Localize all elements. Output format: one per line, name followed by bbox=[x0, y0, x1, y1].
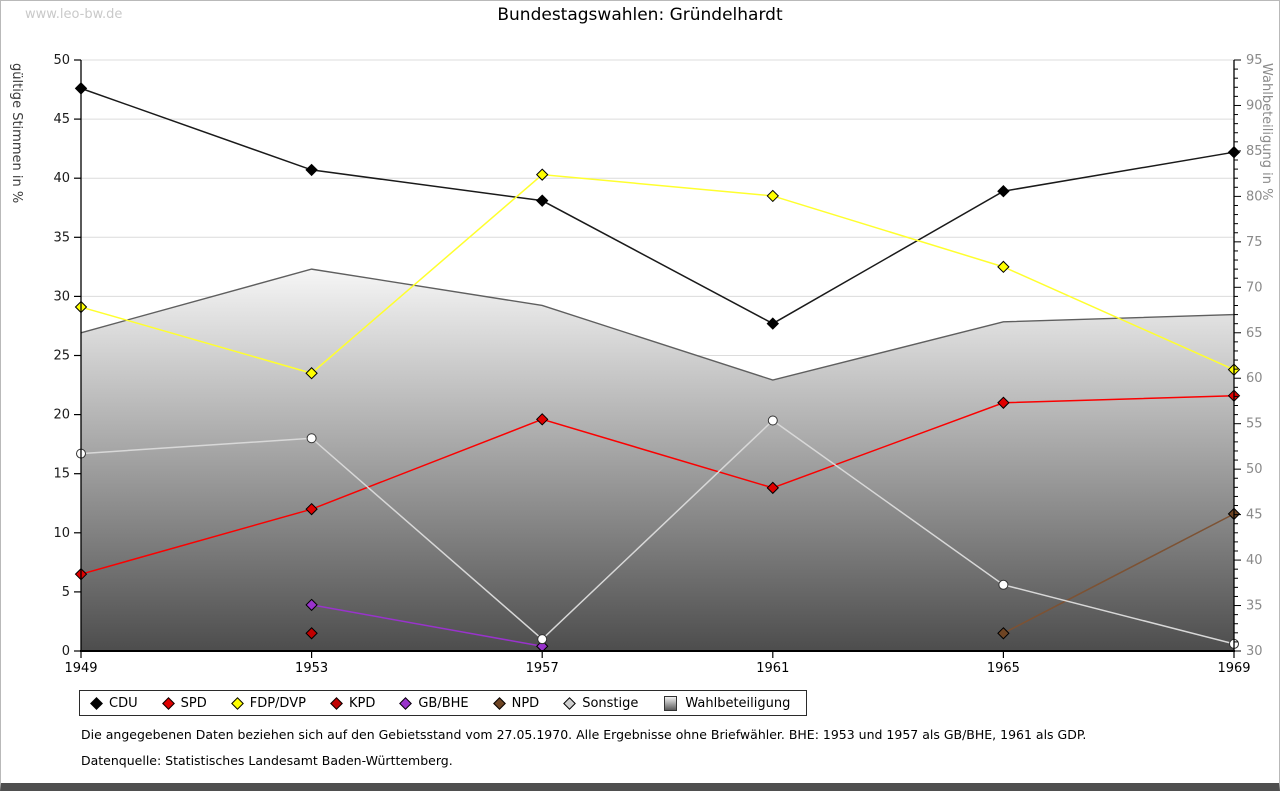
right-axis-tick-label: 55 bbox=[1246, 417, 1263, 432]
point-sonstige-1953 bbox=[306, 433, 317, 444]
wahlbeteiligung-area bbox=[81, 269, 1234, 651]
point-fdp-dvp-1953 bbox=[305, 367, 318, 380]
series-line-fdp-dvp bbox=[80, 173, 1235, 375]
legend-item-wahlbeteiligung: Wahlbeteiligung bbox=[664, 695, 791, 711]
left-axis-tick-label: 50 bbox=[53, 53, 70, 68]
page-title: Bundestagswahlen: Gründelhardt bbox=[497, 5, 783, 25]
right-axis-tick-label: 40 bbox=[1246, 553, 1263, 568]
x-axis-year-label: 1965 bbox=[987, 661, 1020, 676]
wahlbeteiligung-swatch-icon bbox=[664, 695, 678, 711]
legend-label: GB/BHE bbox=[418, 695, 469, 711]
left-axis-tick-label: 40 bbox=[53, 171, 70, 186]
right-axis-tick-label: 45 bbox=[1246, 508, 1263, 523]
legend-item-kpd: KPD bbox=[330, 695, 376, 711]
right-axis-tick-label: 95 bbox=[1246, 53, 1263, 68]
footnote-gebietsstand: Die angegebenen Daten beziehen sich auf … bbox=[81, 727, 1087, 742]
left-axis-tick-label: 35 bbox=[53, 230, 70, 245]
x-axis-year-label: 1953 bbox=[295, 661, 328, 676]
x-axis-year-label: 1961 bbox=[756, 661, 789, 676]
election-line-chart: 0 5 10 15 20 25 30 35 40 45 50 30 35 40 45 50 55 60 65 70 75… bbox=[9, 53, 1274, 676]
wahlbeteiligung-border bbox=[80, 268, 1235, 381]
point-sonstige-1957 bbox=[537, 634, 548, 645]
left-axis-tick-label: 30 bbox=[53, 289, 70, 304]
right-axis-tick-label: 90 bbox=[1246, 98, 1263, 113]
right-axis-tick-label: 70 bbox=[1246, 280, 1263, 295]
right-axis-title: Wahlbeteiligung in % bbox=[1259, 63, 1274, 200]
point-fdp-dvp-1965 bbox=[997, 260, 1010, 274]
left-axis-tick-label: 10 bbox=[53, 526, 70, 541]
point-gb-bhe-1953 bbox=[305, 598, 318, 612]
spd-marker-icon bbox=[161, 696, 175, 710]
fdp-dvp-marker-icon bbox=[230, 696, 244, 710]
legend-item-spd: SPD bbox=[161, 695, 207, 711]
point-fdp-dvp-1957 bbox=[535, 168, 549, 181]
legend-item-npd: NPD bbox=[492, 695, 540, 711]
series-line-gb-bhe bbox=[311, 604, 543, 648]
series-line-cdu bbox=[80, 87, 1235, 325]
cdu-marker-icon bbox=[90, 696, 103, 710]
point-cdu-1953 bbox=[305, 163, 318, 177]
legend-item-sonstige: Sonstige bbox=[563, 695, 639, 711]
legend-item-fdp-dvp: FDP/DVP bbox=[230, 695, 306, 711]
legend-label: SPD bbox=[180, 695, 207, 711]
right-axis-tick-label: 60 bbox=[1246, 371, 1263, 386]
gb-bhe-marker-icon bbox=[399, 696, 413, 710]
right-axis-tick-label: 75 bbox=[1246, 235, 1263, 250]
sonstige-marker-icon bbox=[563, 696, 577, 710]
point-cdu-1965 bbox=[997, 184, 1010, 198]
legend-label: Sonstige bbox=[582, 695, 639, 711]
left-axis-tick-label: 0 bbox=[62, 644, 70, 659]
footnotes: Die angegebenen Daten beziehen sich auf … bbox=[81, 727, 1086, 779]
right-axis-tick-label: 80 bbox=[1246, 189, 1263, 204]
right-axis-tick-label: 35 bbox=[1246, 599, 1263, 614]
left-axis-tick-label: 25 bbox=[53, 349, 70, 364]
point-fdp-dvp-1961 bbox=[766, 189, 780, 203]
right-axis-tick-label: 65 bbox=[1246, 326, 1263, 341]
left-axis-title: gültige Stimmen in % bbox=[9, 63, 24, 203]
footnote-datenquelle: Datenquelle: Statistisches Landesamt Bad… bbox=[81, 753, 453, 768]
point-npd-1965 bbox=[997, 627, 1010, 640]
left-axis-tick-label: 15 bbox=[53, 467, 70, 482]
point-kpd-1953 bbox=[305, 627, 318, 640]
right-axis-tick-label: 50 bbox=[1246, 462, 1263, 477]
series-line-sonstige bbox=[80, 419, 1235, 645]
point-sonstige-1965 bbox=[998, 579, 1009, 590]
x-axis-year-label: 1957 bbox=[526, 661, 559, 676]
legend-label: KPD bbox=[348, 695, 376, 711]
point-spd-1953 bbox=[305, 502, 318, 516]
right-axis-tick-label: 30 bbox=[1246, 644, 1263, 659]
legend-label: FDP/DVP bbox=[249, 695, 306, 711]
legend-label: NPD bbox=[511, 695, 540, 711]
legend-item-cdu: CDU bbox=[90, 695, 138, 711]
legend-label: Wahlbeteiligung bbox=[685, 695, 791, 711]
point-spd-1961 bbox=[766, 481, 780, 495]
point-cdu-1957 bbox=[535, 194, 549, 207]
kpd-marker-icon bbox=[330, 696, 343, 710]
x-axis-year-label: 1949 bbox=[64, 661, 97, 676]
left-axis-tick-label: 45 bbox=[53, 112, 70, 127]
series-line-npd bbox=[1003, 513, 1235, 634]
left-axis-tick-label: 5 bbox=[62, 585, 70, 600]
leo-bw-watermark: www.leo-bw.de bbox=[25, 7, 123, 22]
left-axis-tick-label: 20 bbox=[53, 408, 70, 423]
legend-item-gb-bhe: GB/BHE bbox=[399, 695, 469, 711]
chart-legend: CDU SPD FDP/DVP KPD GB/BHE NPD Sonstige Wahlbet… bbox=[79, 690, 808, 716]
legend-label: CDU bbox=[109, 695, 138, 711]
x-axis-year-label: 1969 bbox=[1217, 661, 1250, 676]
right-axis-tick-label: 85 bbox=[1246, 144, 1263, 159]
npd-marker-icon bbox=[492, 696, 506, 710]
point-cdu-1961 bbox=[766, 317, 780, 330]
point-spd-1965 bbox=[997, 396, 1010, 409]
point-spd-1957 bbox=[535, 413, 549, 426]
point-sonstige-1961 bbox=[767, 415, 778, 426]
series-line-spd bbox=[80, 394, 1235, 575]
